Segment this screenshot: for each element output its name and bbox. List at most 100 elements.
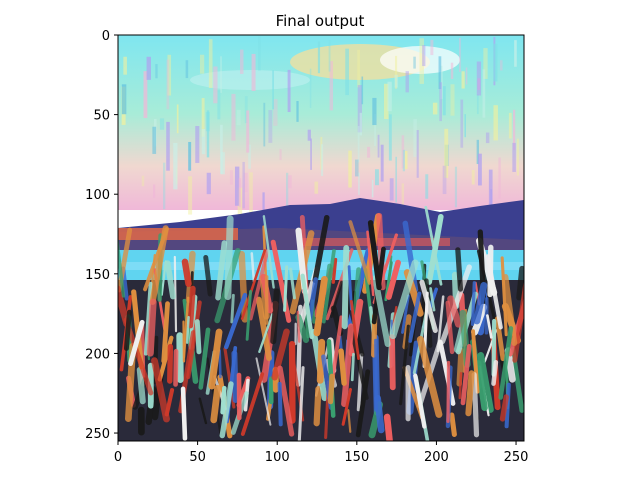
x-axis: 0 50 100 150 200 250 xyxy=(114,441,529,465)
vegetation-stroke xyxy=(419,279,438,333)
sky-stroke xyxy=(413,119,417,157)
axes-frame xyxy=(117,34,525,442)
sky-stroke xyxy=(422,45,426,67)
sky-stroke xyxy=(493,105,498,141)
vegetation-stroke xyxy=(255,357,272,426)
vegetation-stroke xyxy=(458,371,463,400)
sky-stroke xyxy=(404,150,408,170)
vegetation-stroke xyxy=(136,366,146,405)
vegetation-strokes xyxy=(118,205,524,441)
vegetation-stroke xyxy=(502,274,518,346)
vegetation-stroke xyxy=(224,215,234,301)
sky-stroke xyxy=(279,149,282,161)
sky-stroke xyxy=(508,112,512,139)
vegetation-stroke xyxy=(161,301,170,364)
vegetation-stroke xyxy=(198,327,211,390)
vegetation-stroke xyxy=(366,230,375,297)
sky-stroke xyxy=(195,126,200,163)
sky-stroke xyxy=(296,101,299,122)
sky-stroke xyxy=(206,110,210,158)
sky-stroke xyxy=(357,125,360,163)
y-axis: 0 50 100 150 200 250 xyxy=(85,29,118,442)
sky-stroke xyxy=(498,157,501,199)
sky-stroke xyxy=(442,86,446,116)
vegetation-stroke xyxy=(194,319,202,355)
x-tick-label: 100 xyxy=(265,450,290,465)
vegetation-stroke xyxy=(218,349,222,379)
x-tick-label: 50 xyxy=(189,450,206,465)
vegetation-stroke xyxy=(313,385,322,427)
sky-stroke xyxy=(444,128,449,178)
vegetation-stroke xyxy=(347,409,352,433)
vegetation-stroke xyxy=(208,328,223,390)
vegetation-stroke xyxy=(471,372,480,438)
sky-stroke xyxy=(471,170,475,185)
sky-stroke xyxy=(188,141,192,171)
sky-stroke xyxy=(307,129,311,141)
sky-stroke xyxy=(377,134,380,158)
sky-stroke xyxy=(425,174,429,199)
vegetation-stroke xyxy=(385,259,401,300)
sky-stroke xyxy=(273,99,278,126)
sky-stroke xyxy=(499,60,503,71)
sky-stroke xyxy=(413,56,416,69)
vegetation-stroke xyxy=(210,385,221,424)
sky-stroke xyxy=(514,40,517,67)
sky-stroke xyxy=(402,149,406,172)
vegetation-stroke xyxy=(449,412,457,438)
sky-stroke xyxy=(430,39,434,56)
vegetation-stroke xyxy=(160,260,167,296)
vegetation-stroke xyxy=(429,287,436,312)
sky-stroke xyxy=(208,39,213,89)
vegetation-stroke xyxy=(180,386,188,441)
vegetation-stroke xyxy=(445,300,455,355)
vegetation-stroke xyxy=(250,252,256,283)
sky-stroke xyxy=(493,43,498,82)
vegetation-stroke xyxy=(465,370,475,417)
sky-stroke xyxy=(176,104,179,134)
vegetation-stroke xyxy=(355,369,371,438)
vegetation-stroke xyxy=(181,258,192,287)
vegetation-stroke xyxy=(123,309,132,351)
vegetation-stroke xyxy=(491,360,499,386)
sky-stroke xyxy=(242,161,245,209)
sky-stroke xyxy=(217,90,221,120)
sky-stroke xyxy=(143,71,148,118)
vegetation-stroke xyxy=(283,265,289,312)
sky-stroke xyxy=(438,56,442,90)
sky-stroke xyxy=(258,36,261,71)
sky-stroke xyxy=(512,142,516,172)
sky-stroke xyxy=(454,166,458,208)
vegetation-stroke xyxy=(341,323,355,407)
vegetation-stroke xyxy=(324,263,332,290)
x-tick-label: 150 xyxy=(344,450,369,465)
sky-streaks xyxy=(121,36,519,238)
sky-stroke xyxy=(478,153,482,186)
vegetation-stroke xyxy=(262,215,275,289)
sky-stroke xyxy=(220,56,222,93)
sky-stroke xyxy=(205,112,210,132)
vegetation-stroke xyxy=(512,280,524,363)
vegetation-stroke xyxy=(277,365,295,437)
sky-stroke xyxy=(464,114,466,138)
sky-stroke xyxy=(272,70,274,110)
sky-stroke xyxy=(206,172,211,195)
vegetation-stroke xyxy=(270,288,280,345)
vegetation-stroke xyxy=(118,234,126,298)
sky-stroke xyxy=(328,40,331,72)
vegetation-stroke xyxy=(219,381,234,439)
sky-stroke xyxy=(517,138,519,176)
vegetation-stroke xyxy=(470,281,476,326)
vegetation-stroke xyxy=(245,289,253,341)
sky-stroke xyxy=(229,170,234,185)
sky-stroke xyxy=(405,71,409,93)
sky-stroke xyxy=(310,138,312,170)
vegetation-stroke xyxy=(477,352,494,413)
vegetation-stroke xyxy=(296,310,301,343)
sky-stroke xyxy=(432,102,438,115)
vegetation-stroke xyxy=(185,250,196,303)
vegetation-stroke xyxy=(350,352,355,382)
x-tick-label: 250 xyxy=(504,450,529,465)
vegetation-stroke xyxy=(295,314,310,343)
